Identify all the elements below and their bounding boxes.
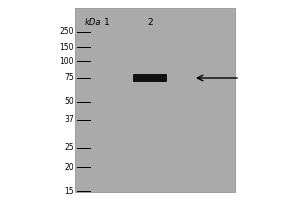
Text: 15: 15 (64, 186, 74, 196)
Text: kDa: kDa (85, 18, 101, 27)
Text: 37: 37 (64, 116, 74, 124)
Text: 150: 150 (59, 43, 74, 51)
Text: 75: 75 (64, 73, 74, 82)
Bar (75, 8, 235, 192)
Text: 25: 25 (64, 144, 74, 152)
FancyBboxPatch shape (133, 74, 167, 82)
Text: 250: 250 (59, 27, 74, 36)
Text: 2: 2 (147, 18, 153, 27)
Text: 1: 1 (104, 18, 110, 27)
Text: 20: 20 (64, 162, 74, 171)
Text: 50: 50 (64, 98, 74, 106)
Text: 100: 100 (59, 56, 74, 66)
